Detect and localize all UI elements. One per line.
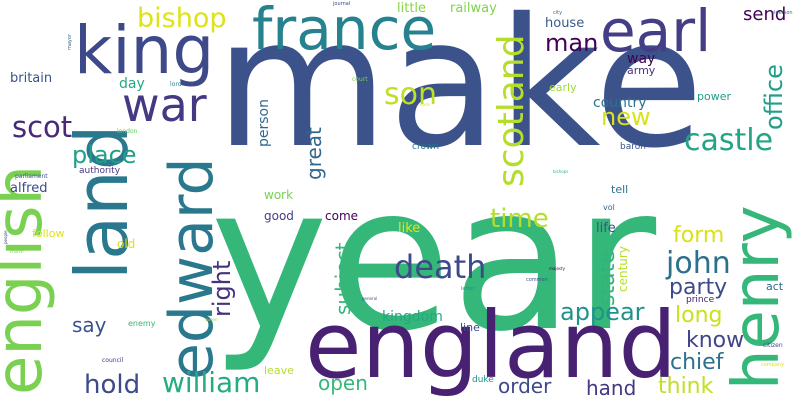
- word: person: [256, 99, 272, 147]
- word: chief: [670, 350, 724, 375]
- word: railway: [450, 1, 497, 16]
- word: london: [117, 128, 138, 135]
- word: parliament: [15, 173, 48, 180]
- word: man: [545, 29, 599, 57]
- word: form: [673, 223, 725, 248]
- word: france: [252, 0, 437, 63]
- word: right: [208, 260, 236, 317]
- word: court: [352, 76, 368, 83]
- word: crown: [412, 142, 440, 152]
- word: authority: [79, 166, 121, 176]
- word: earls: [420, 102, 430, 107]
- word: place: [72, 141, 137, 169]
- word: english: [0, 164, 57, 395]
- word: son: [384, 77, 437, 112]
- word: death: [394, 248, 487, 286]
- word: order: [498, 374, 552, 398]
- word: send: [743, 4, 787, 25]
- word: come: [325, 209, 359, 223]
- word: church: [10, 249, 24, 254]
- word: party: [669, 275, 728, 300]
- word: time: [490, 204, 549, 234]
- word: king: [74, 12, 215, 89]
- word: life: [596, 221, 616, 236]
- word: army: [627, 64, 656, 77]
- word: hold: [84, 370, 141, 400]
- word: war: [122, 78, 207, 132]
- word: scot: [12, 110, 73, 144]
- word: bishops: [553, 169, 569, 174]
- word: day: [119, 76, 145, 92]
- word: work: [264, 188, 294, 202]
- word: old: [117, 237, 136, 251]
- word: prince: [686, 295, 715, 305]
- word: baron: [620, 142, 646, 152]
- word: like: [398, 221, 421, 236]
- word: new: [601, 103, 651, 131]
- word: kingdom: [382, 309, 443, 325]
- word: general: [362, 296, 378, 301]
- word: letter: [461, 286, 475, 292]
- word: vol: [603, 203, 615, 212]
- word: mayor: [67, 33, 73, 50]
- word: earl: [600, 0, 712, 65]
- word: act: [766, 280, 784, 293]
- word: good: [264, 209, 294, 223]
- word: make: [215, 0, 704, 187]
- word: office: [760, 64, 788, 130]
- word: power: [697, 90, 731, 103]
- word: journal: [333, 1, 351, 7]
- word: john: [666, 246, 731, 281]
- word: country: [593, 95, 647, 111]
- word: common: [526, 277, 548, 283]
- word: lord: [170, 81, 182, 88]
- word: little: [397, 1, 427, 16]
- word: people: [3, 230, 8, 244]
- word: way: [627, 51, 656, 67]
- word: citizen: [763, 342, 783, 349]
- word: bishop: [137, 3, 227, 34]
- word: house: [545, 16, 585, 31]
- word: william: [162, 366, 261, 399]
- word: line: [460, 321, 480, 334]
- word: follow: [32, 227, 65, 240]
- word: company: [761, 362, 785, 368]
- word: appear: [560, 298, 645, 326]
- word: britain: [10, 71, 53, 86]
- word: tell: [611, 183, 629, 196]
- word: open: [318, 371, 368, 395]
- word: castle: [684, 123, 774, 158]
- word: century: [616, 246, 630, 292]
- word: majesty: [549, 266, 565, 271]
- word: know: [686, 328, 745, 353]
- word: long: [675, 303, 723, 328]
- word: council: [102, 357, 124, 364]
- word: year: [210, 143, 657, 376]
- word: scotland: [491, 34, 532, 187]
- word: leave: [264, 364, 294, 377]
- word: great: [302, 127, 326, 180]
- word: think: [658, 374, 714, 399]
- word: early: [549, 81, 577, 94]
- word: england: [305, 292, 677, 399]
- word: city: [553, 10, 563, 16]
- word: duke: [472, 375, 494, 385]
- word: say: [72, 313, 107, 337]
- word: subject: [331, 242, 355, 316]
- word: alderson: [771, 10, 793, 16]
- word: hand: [586, 376, 637, 400]
- word: queen: [205, 317, 218, 322]
- word: alfred: [10, 181, 48, 196]
- word: enemy: [128, 319, 156, 328]
